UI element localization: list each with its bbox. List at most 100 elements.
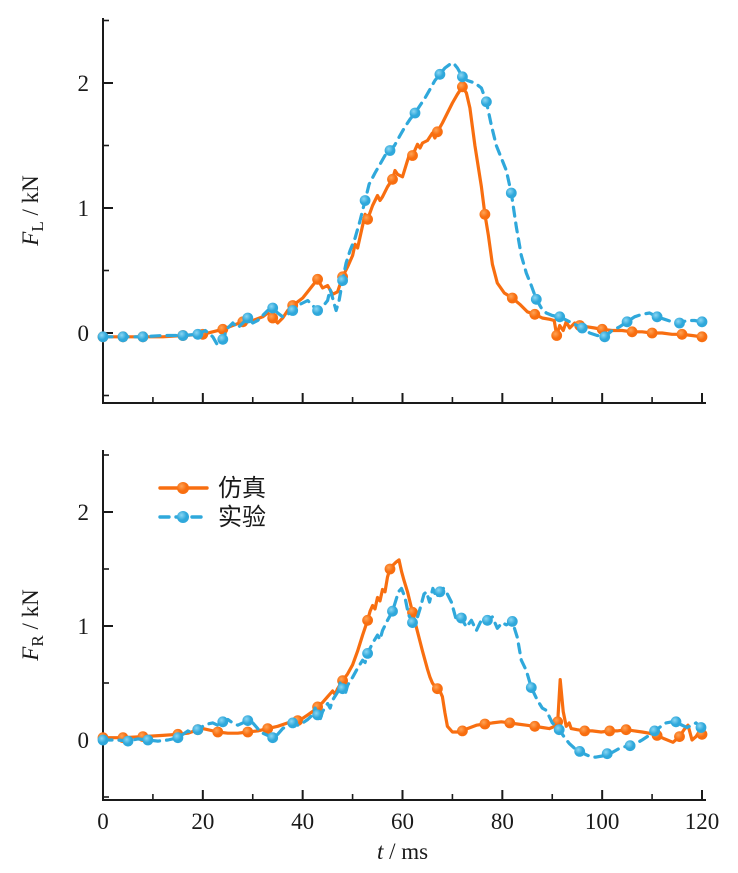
x-tick-label: 100 — [585, 809, 620, 834]
simulation-marker — [312, 273, 323, 285]
axis-frame — [102, 18, 706, 404]
simulation-markers — [97, 563, 708, 744]
y-tick-label: 0 — [78, 321, 90, 346]
experiment-line — [101, 61, 704, 348]
simulation-marker — [362, 614, 373, 626]
y-tick-label: 0 — [78, 728, 90, 753]
simulation-marker — [242, 726, 254, 738]
experiment-marker — [601, 748, 613, 760]
experiment-marker — [434, 586, 446, 598]
y-tick-label: 2 — [78, 71, 90, 96]
simulation-marker — [479, 208, 491, 220]
panel-bottom: 0 20 40 60 80 100 120 0 1 2 FR / kN t / ms — [18, 450, 719, 864]
experiment-marker — [409, 107, 421, 119]
experiment-marker — [242, 312, 254, 324]
simulation-marker — [674, 731, 685, 742]
legend-item-experiment: 实验 — [158, 504, 266, 531]
experiment-marker — [651, 311, 663, 323]
x-tick-label: 0 — [97, 809, 109, 834]
simulation-marker — [479, 718, 491, 730]
experiment-markers — [97, 586, 707, 760]
experiment-marker — [506, 616, 518, 627]
x-tick-label: 120 — [685, 809, 720, 834]
experiment-marker — [576, 322, 588, 334]
simulation-marker — [262, 723, 274, 734]
experiment-marker — [217, 333, 229, 345]
experiment-marker — [122, 735, 134, 747]
legend-label: 仿真 — [218, 475, 266, 502]
simulation-marker — [384, 563, 396, 575]
legend-marker-sample — [177, 482, 189, 494]
x-tick-label: 40 — [291, 809, 314, 834]
experiment-marker — [142, 734, 154, 746]
simulation-marker — [504, 717, 516, 729]
x-tick-label: 20 — [191, 809, 214, 834]
simulation-marker — [506, 292, 518, 304]
simulation-marker — [626, 326, 638, 338]
experiment-marker — [172, 732, 184, 744]
simulation-marker — [432, 683, 443, 695]
simulation-marker — [529, 720, 541, 732]
experiment-marker — [574, 746, 586, 757]
experiment-marker — [621, 316, 633, 328]
simulation-marker — [387, 173, 398, 185]
experiment-marker — [696, 316, 708, 328]
experiment-marker — [482, 614, 493, 626]
simulation-marker — [212, 726, 224, 738]
simulation-marker — [551, 330, 563, 341]
legend-marker-sample — [177, 511, 189, 523]
experiment-marker — [337, 683, 348, 695]
experiment-marker — [217, 716, 229, 728]
experiment-marker — [359, 195, 371, 206]
experiment-marker — [177, 330, 189, 341]
experiment-marker — [97, 331, 109, 343]
x-tick-label: 80 — [491, 809, 514, 834]
experiment-marker — [312, 709, 323, 721]
experiment-marker — [481, 96, 492, 108]
experiment-marker — [192, 328, 204, 340]
experiment-marker — [599, 331, 611, 343]
experiment-marker — [670, 716, 682, 728]
experiment-marker — [267, 302, 279, 314]
simulation-marker — [407, 150, 418, 161]
experiment-marker — [242, 715, 254, 726]
experiment-marker — [456, 612, 467, 624]
simulation-marker — [457, 725, 468, 737]
simulation-marker — [604, 725, 616, 737]
experiment-marker — [117, 331, 129, 343]
simulation-marker — [676, 328, 688, 340]
experiment-marker — [137, 331, 149, 343]
experiment-marker — [312, 305, 323, 316]
experiment-marker — [434, 68, 446, 80]
experiment-marker — [530, 293, 542, 305]
experiment-marker — [362, 648, 373, 659]
simulation-marker — [620, 724, 632, 736]
experiment-marker — [525, 682, 537, 693]
experiment-marker — [624, 740, 636, 752]
simulation-markers — [97, 81, 708, 343]
experiment-marker — [674, 317, 685, 329]
experiment-marker — [695, 722, 707, 733]
simulation-marker — [217, 323, 229, 335]
experiment-marker — [337, 275, 348, 286]
experiment-marker — [287, 305, 299, 316]
simulation-marker — [432, 126, 443, 138]
simulation-marker — [579, 725, 591, 737]
simulation-marker — [696, 331, 708, 343]
experiment-marker — [505, 187, 517, 199]
y-tick-label: 2 — [78, 500, 90, 525]
experiment-marker — [554, 311, 566, 323]
experiment-marker — [384, 145, 396, 156]
simulation-marker — [457, 81, 468, 93]
experiment-marker — [267, 732, 279, 744]
y-tick-label: 1 — [78, 196, 90, 221]
panel-top: 0 1 2 FL / kN — [18, 18, 708, 404]
simulation-marker — [529, 308, 541, 320]
simulation-marker — [646, 327, 658, 339]
experiment-marker — [649, 725, 660, 737]
experiment-marker — [287, 717, 299, 729]
axis-frame — [102, 450, 706, 801]
